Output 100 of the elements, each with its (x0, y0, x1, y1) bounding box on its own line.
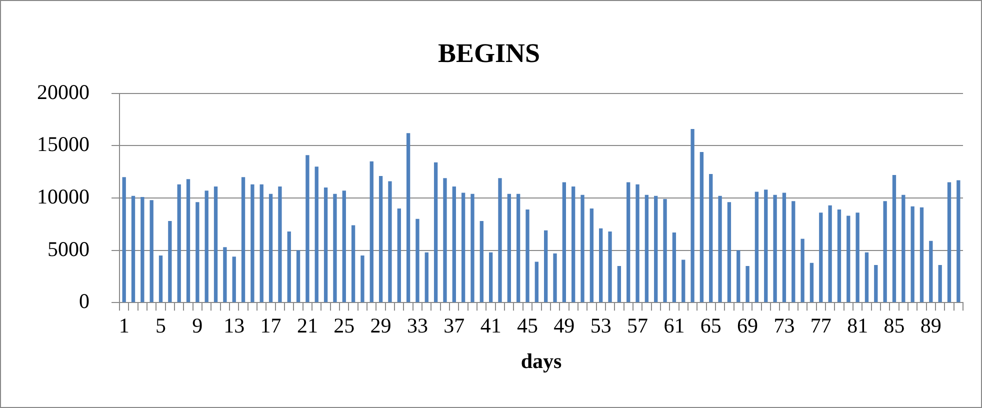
y-tick-label: 10000 (37, 184, 90, 209)
bar (892, 174, 896, 302)
bar (810, 262, 814, 302)
bar (416, 218, 420, 302)
bar (690, 128, 694, 302)
bar (232, 256, 236, 302)
bar (186, 179, 190, 302)
bar (268, 194, 273, 302)
bar (324, 188, 328, 302)
bar (746, 266, 750, 302)
bar (764, 190, 768, 302)
bar (498, 178, 502, 302)
bar (158, 256, 163, 302)
bar (452, 186, 456, 302)
x-tick-label: 53 (590, 314, 612, 338)
x-tick-label: 9 (192, 314, 203, 338)
bar (296, 250, 300, 302)
y-tick-label: 20000 (37, 80, 90, 104)
x-tick-label: 73 (774, 314, 795, 338)
bar (131, 196, 136, 302)
bar (223, 247, 227, 302)
bar (204, 190, 208, 302)
bar (636, 184, 640, 302)
bar (370, 161, 374, 302)
bar (196, 202, 200, 302)
bar (727, 202, 732, 302)
bar (956, 180, 960, 302)
bar (910, 206, 914, 302)
bar (938, 264, 942, 302)
bar (920, 207, 924, 302)
bar (929, 240, 933, 302)
bar (434, 162, 438, 302)
bar (360, 256, 364, 302)
x-tick-label: 49 (554, 314, 575, 338)
bar (306, 155, 310, 302)
bar (424, 252, 428, 302)
x-tick-label: 37 (444, 314, 465, 338)
bar (682, 260, 686, 302)
bar (617, 266, 622, 302)
bar (544, 230, 548, 302)
bar (526, 210, 530, 302)
bar (654, 196, 658, 302)
bar (837, 210, 842, 302)
x-tick-label: 33 (406, 314, 428, 338)
bar (507, 194, 511, 302)
bar (406, 133, 410, 302)
x-tick-label: 85 (884, 314, 905, 338)
bar (819, 212, 823, 302)
bar (947, 182, 952, 302)
x-tick-label: 5 (156, 314, 166, 338)
bar (461, 192, 466, 302)
bar (122, 177, 126, 302)
bar (351, 225, 356, 302)
bar (562, 182, 566, 302)
bar (902, 194, 906, 302)
x-tick-label: 1 (118, 314, 130, 338)
bar (718, 196, 722, 302)
x-axis-title: days (520, 348, 562, 373)
bar (250, 184, 254, 302)
bar (378, 176, 383, 302)
y-tick-label: 15000 (37, 132, 90, 156)
bar (846, 216, 850, 302)
bar (314, 166, 318, 302)
bar (488, 252, 493, 302)
bar (516, 194, 520, 302)
bar (736, 250, 740, 302)
chart-title: BEGINS (438, 38, 540, 68)
bar (754, 192, 759, 302)
bar (672, 232, 676, 302)
bar (278, 186, 282, 302)
x-tick-label: 45 (516, 314, 538, 338)
bar (773, 194, 777, 302)
bar (580, 194, 584, 302)
bar (214, 186, 218, 302)
bar (700, 152, 704, 302)
bar (177, 184, 181, 302)
bar (800, 238, 804, 302)
bar (342, 190, 346, 302)
x-tick-label: 25 (334, 314, 355, 338)
x-tick-label: 69 (737, 314, 758, 338)
bar (599, 228, 603, 302)
bar (792, 201, 796, 302)
x-tick-label: 29 (370, 314, 392, 338)
bar (644, 194, 649, 302)
bar (828, 205, 832, 302)
bar (470, 194, 474, 302)
x-tick-label: 61 (664, 314, 685, 338)
bar (553, 253, 557, 302)
bar (608, 231, 612, 302)
bar (168, 221, 172, 302)
y-tick-label: 0 (79, 289, 90, 314)
y-tick-label: 5000 (48, 236, 90, 261)
bar (150, 200, 154, 302)
x-tick-label: 21 (296, 314, 318, 338)
bar (572, 186, 576, 302)
x-tick-label: 17 (260, 314, 282, 338)
bar (443, 178, 447, 302)
bar (260, 184, 264, 302)
bar (856, 212, 860, 302)
bar (480, 221, 484, 302)
